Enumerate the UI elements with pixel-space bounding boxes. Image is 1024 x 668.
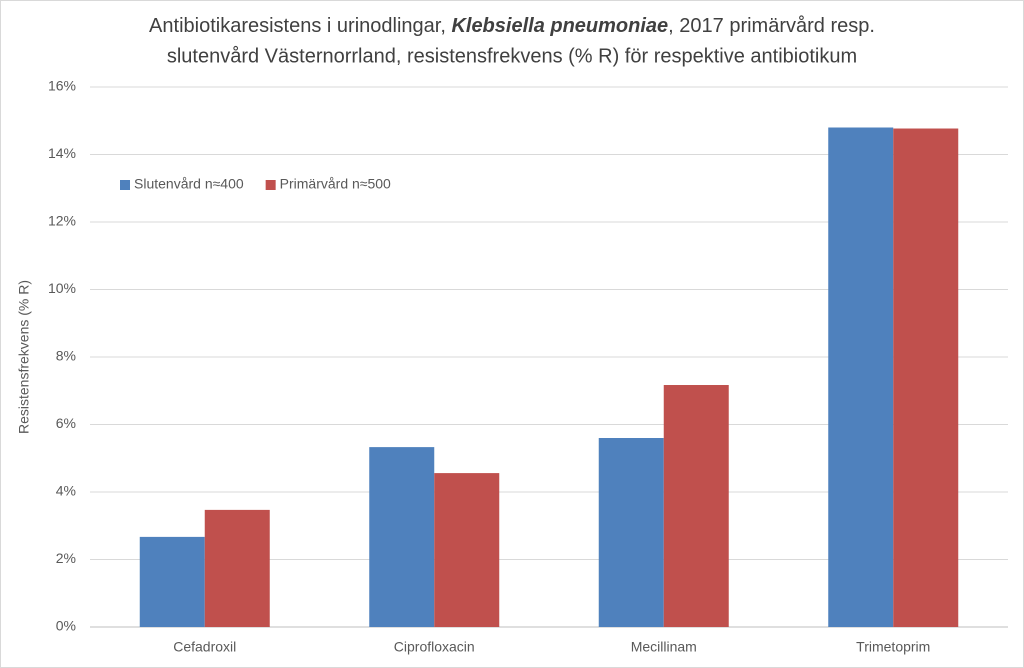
y-tick-label: 14% <box>48 145 76 161</box>
y-tick-label: 0% <box>56 618 76 634</box>
x-tick-label: Mecillinam <box>631 639 697 655</box>
bar <box>893 128 959 627</box>
chart-title: Antibiotikaresistens i urinodlingar, Kle… <box>149 15 875 37</box>
title-part: , 2017 primärvård resp. <box>668 15 875 37</box>
legend-swatch <box>120 180 130 190</box>
bar <box>828 127 894 627</box>
legend-label: Slutenvård n≈400 <box>134 176 244 192</box>
y-tick-label: 10% <box>48 280 76 296</box>
y-tick-label: 8% <box>56 348 76 364</box>
bar <box>369 447 435 627</box>
y-tick-label: 16% <box>48 78 76 94</box>
legend-label: Primärvård n≈500 <box>280 176 391 192</box>
x-tick-label: Ciprofloxacin <box>394 639 475 655</box>
title-part: Klebsiella pneumoniae <box>451 15 668 37</box>
x-tick-label: Cefadroxil <box>173 639 236 655</box>
bar <box>204 509 270 627</box>
y-tick-label: 4% <box>56 483 76 499</box>
x-tick-label: Trimetoprim <box>856 639 930 655</box>
y-tick-label: 6% <box>56 415 76 431</box>
bar <box>663 385 729 627</box>
y-tick-label: 2% <box>56 550 76 566</box>
bar <box>139 536 205 627</box>
legend-swatch <box>265 180 276 190</box>
bar <box>434 473 500 627</box>
bar <box>598 438 664 627</box>
y-axis-label: Resistensfrekvens (% R) <box>16 280 32 434</box>
y-tick-label: 12% <box>48 213 76 229</box>
title-part: Antibiotikaresistens i urinodlingar, <box>149 15 451 37</box>
chart-title: slutenvård Västernorrland, resistensfrek… <box>167 45 857 67</box>
